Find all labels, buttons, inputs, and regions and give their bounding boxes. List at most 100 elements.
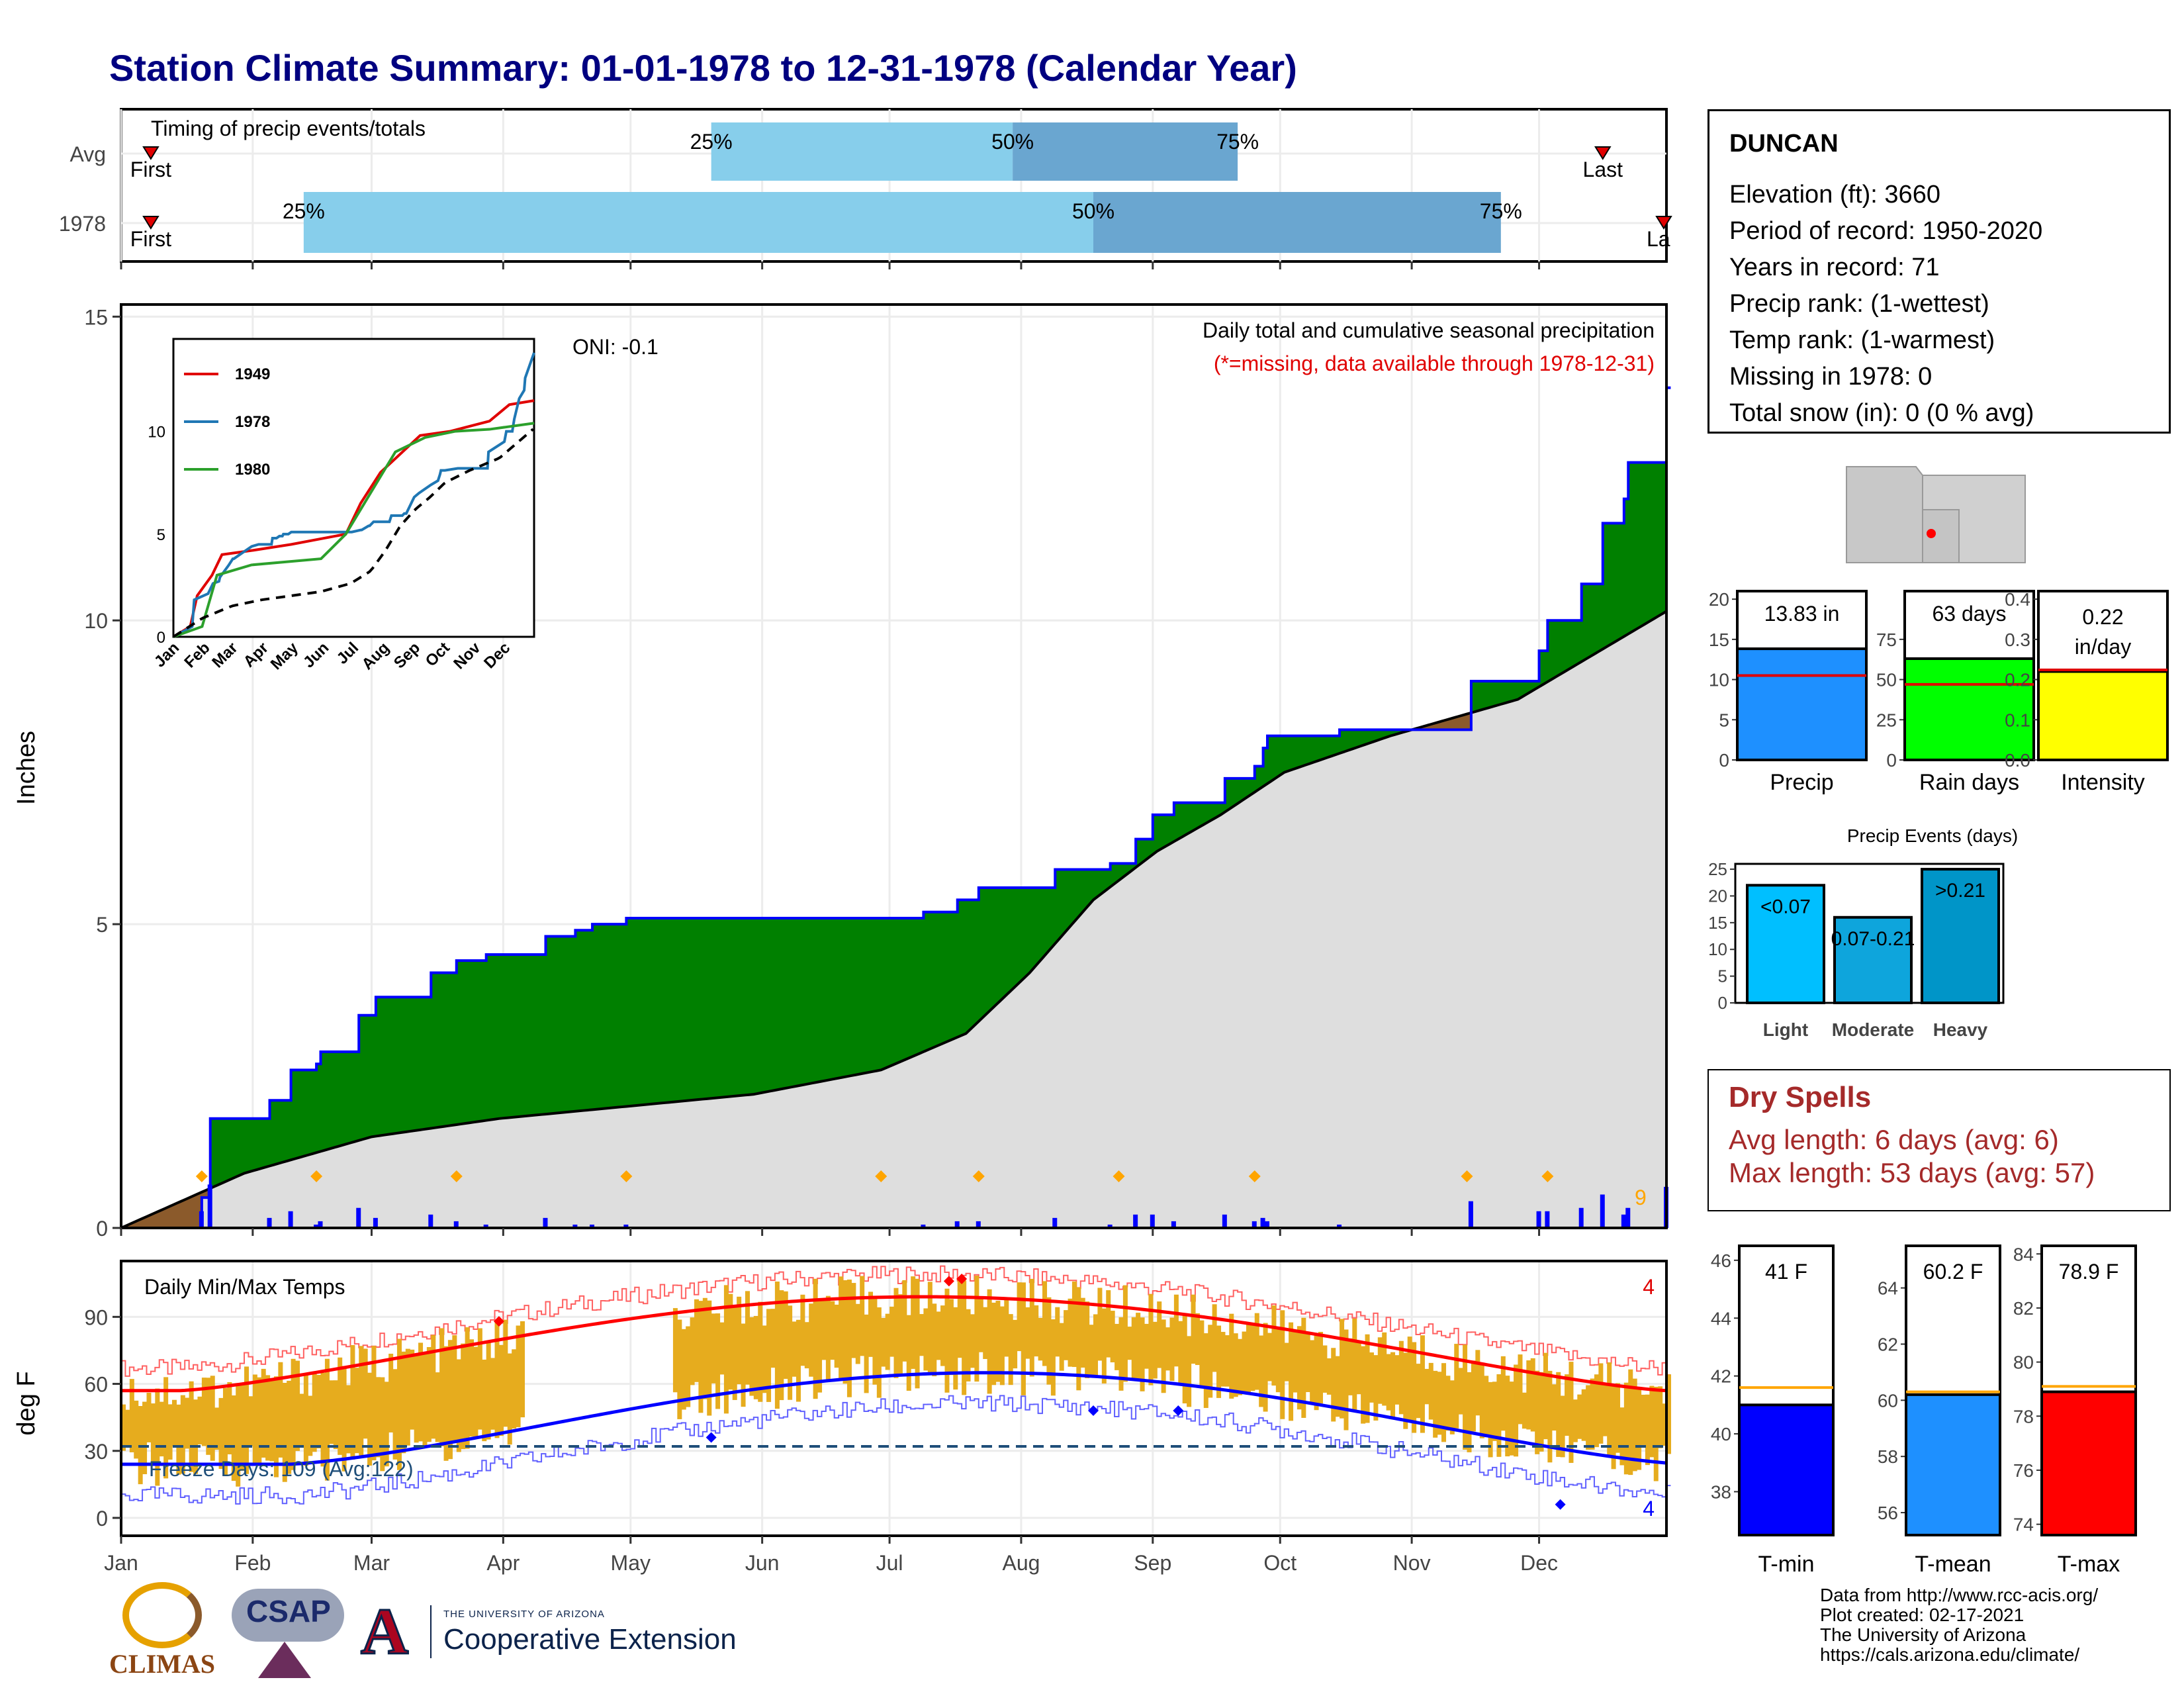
normal-max-line — [121, 1295, 1667, 1393]
event-bar-label: Light — [1763, 1019, 1808, 1040]
station-line: Total snow (in): 0 (0 % avg) — [1729, 399, 2034, 427]
daily-precip-bar — [1265, 1221, 1270, 1228]
daily-temp-bar — [1173, 1294, 1179, 1367]
average-cumulative-area — [121, 611, 1666, 1228]
yr-p25-label: 25% — [283, 199, 325, 223]
daily-temp-bar — [410, 1349, 415, 1430]
daily-temp-bar — [1373, 1355, 1379, 1421]
daily-temp-bar — [1496, 1374, 1502, 1457]
daily-temp-bar — [1437, 1372, 1442, 1435]
daily-temp-bar — [1050, 1319, 1056, 1396]
daily-temp-bar — [1467, 1372, 1472, 1452]
daily-precip-bar — [1107, 1224, 1113, 1228]
daily-temp-bar — [809, 1303, 814, 1377]
station-line: Years in record: 71 — [1729, 254, 1940, 281]
daily-precip-bar — [543, 1217, 548, 1228]
daily-temp-bar — [146, 1392, 152, 1442]
event-bar-heavy — [1921, 868, 2000, 1004]
dry-spells-box: Dry Spells Avg length: 6 days (avg: 6) M… — [1707, 1069, 2171, 1211]
daily-temp-bar — [919, 1314, 925, 1356]
daily-temp-bar — [1068, 1298, 1073, 1367]
daily-temp-bar — [392, 1369, 398, 1460]
y-axis-label: deg F — [13, 1371, 40, 1435]
daily-temp-bar — [1382, 1332, 1387, 1406]
daily-temp-bar — [439, 1328, 445, 1446]
daily-precip-bar — [954, 1221, 960, 1228]
daily-temp-bar — [1284, 1342, 1289, 1382]
daily-precip-bar — [1260, 1217, 1265, 1228]
daily-temp-bar — [1122, 1285, 1128, 1382]
first-marker-icon — [142, 216, 159, 230]
daily-temp-bar — [957, 1279, 962, 1358]
daily-temp-bar — [269, 1380, 275, 1462]
daily-precip-bar — [356, 1207, 361, 1228]
daily-temp-bar — [291, 1358, 296, 1470]
daily-temp-bar — [948, 1299, 954, 1376]
daily-temp-bar — [1623, 1382, 1629, 1475]
inset-legend-label: 1949 — [235, 365, 270, 383]
daily-temp-bar — [1352, 1318, 1357, 1410]
daily-temp-bar — [1632, 1378, 1637, 1472]
event-bar-light — [1746, 884, 1825, 1005]
daily-temp-bar — [1398, 1340, 1404, 1415]
daily-temp-bar — [966, 1309, 971, 1382]
daily-temp-bar — [1089, 1325, 1094, 1375]
daily-temp-bar — [1013, 1319, 1018, 1369]
y-tick-label: 30 — [84, 1440, 108, 1464]
daily-temp-bar — [150, 1403, 156, 1464]
daily-temp-bar — [804, 1322, 809, 1369]
mini-bar-y-tick: 20 — [1709, 589, 1729, 610]
inset-legend-label: 1978 — [235, 413, 270, 431]
mini-bar-y-tick: 0.3 — [2005, 630, 2030, 650]
daily-temp-bar — [473, 1346, 478, 1438]
timing-row-label: 1978 — [59, 212, 106, 236]
first-label: First — [130, 158, 171, 181]
temp-bar-label: T-min — [1758, 1552, 1815, 1577]
daily-temp-bar — [830, 1301, 835, 1360]
first-label: First — [130, 227, 171, 251]
daily-temp-bar — [1085, 1301, 1090, 1379]
events-y-tick: 15 — [1708, 913, 1727, 933]
daily-temp-bar — [121, 1404, 126, 1451]
daily-temp-bar — [163, 1377, 169, 1479]
mini-bar-label: Rain days — [1919, 770, 2019, 795]
daily-temp-bar — [1021, 1282, 1026, 1395]
daily-temp-bar — [855, 1303, 860, 1364]
daily-temp-bar — [1394, 1355, 1400, 1405]
heavy-event-marker-icon — [1461, 1170, 1473, 1182]
daily-temp-bar — [1590, 1378, 1595, 1450]
daily-temp-bar — [345, 1385, 351, 1454]
daily-temp-bar — [796, 1319, 801, 1402]
timing-row-label: Avg — [69, 142, 106, 166]
daily-temp-bar — [1238, 1338, 1243, 1395]
daily-temp-bar — [129, 1379, 134, 1452]
daily-temp-bar — [405, 1348, 410, 1446]
daily-temp-bar — [265, 1375, 271, 1461]
daily-temp-bar — [1110, 1311, 1115, 1363]
csap-logo-text: CSAP — [246, 1594, 331, 1628]
daily-temp-bar — [1115, 1323, 1120, 1370]
daily-temp-bar — [384, 1382, 389, 1467]
daily-temp-bar — [1653, 1386, 1659, 1481]
daily-temp-bar — [1025, 1307, 1030, 1359]
daily-temp-bar — [414, 1355, 419, 1443]
daily-temp-bar — [1543, 1352, 1548, 1440]
record-high-count: 4 — [1643, 1275, 1655, 1299]
daily-temp-bar — [278, 1362, 283, 1458]
daily-precip-bar — [623, 1224, 629, 1228]
csap-logo: CSAP — [232, 1585, 344, 1685]
daily-temp-bar — [1407, 1336, 1412, 1422]
daily-temp-bar — [745, 1291, 750, 1385]
inset-y-tick: 0 — [157, 629, 165, 647]
temp-bar-y-tick: 58 — [1878, 1446, 1898, 1467]
daily-temp-bar — [231, 1395, 236, 1481]
daily-temp-bar — [1263, 1323, 1268, 1412]
daily-temp-bar — [983, 1307, 988, 1360]
daily-temp-bar — [1042, 1281, 1048, 1366]
daily-temp-bar — [1191, 1294, 1196, 1364]
daily-temp-bar — [1305, 1333, 1310, 1392]
daily-temp-bar — [851, 1283, 856, 1358]
temp-bar-y-tick: 82 — [2013, 1298, 2034, 1319]
mini-bar-intensity — [2037, 670, 2169, 762]
y-tick-label: 90 — [84, 1305, 108, 1329]
